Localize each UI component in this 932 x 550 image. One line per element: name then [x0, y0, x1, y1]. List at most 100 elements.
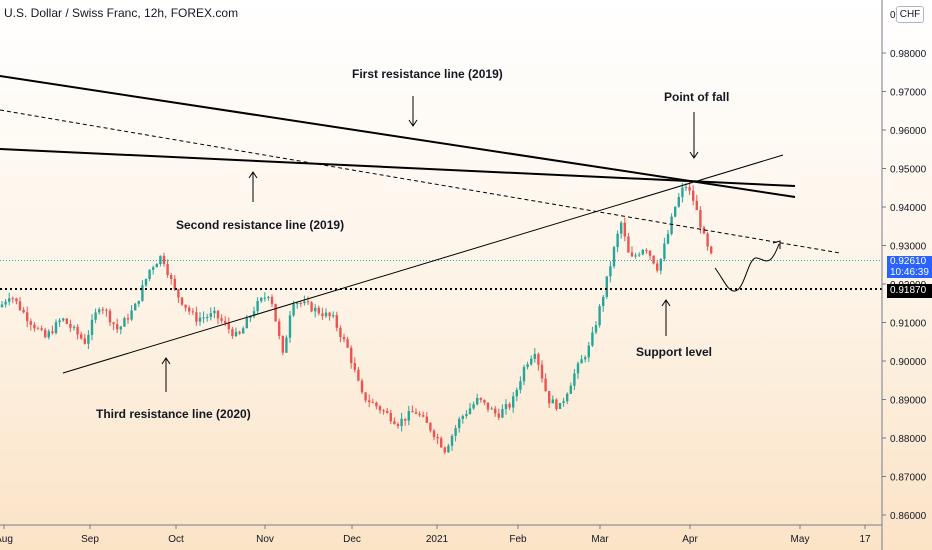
candles [0, 181, 713, 455]
candle-body [206, 317, 209, 319]
candle-body [666, 233, 670, 244]
candle-body [479, 397, 482, 400]
candle [155, 263, 158, 268]
candle [609, 261, 612, 283]
candle [270, 294, 274, 308]
candle [386, 407, 389, 414]
candle-body [339, 327, 342, 338]
candle [681, 183, 684, 203]
candle-body [11, 298, 14, 300]
candle-body [533, 353, 536, 359]
currency-badge[interactable]: CHF [896, 6, 924, 23]
arrow-head [161, 357, 171, 365]
x-tick-label: Sep [81, 534, 99, 545]
candle-body [177, 289, 180, 298]
candle [195, 306, 198, 326]
candle [166, 259, 169, 278]
candle [123, 316, 126, 327]
candle-body [512, 396, 515, 408]
y-tick-label: 0.89000 [890, 396, 927, 407]
x-tick-label: Mar [591, 534, 609, 545]
candle [530, 355, 533, 366]
candle-body [465, 413, 468, 417]
candle [357, 367, 360, 382]
candle-body [360, 380, 364, 393]
candle [623, 217, 626, 242]
candle [26, 306, 29, 328]
candle [695, 194, 698, 211]
dashed-trend-line [0, 109, 841, 254]
candle [206, 313, 209, 322]
chart-title: U.S. Dollar / Swiss Franc, 12h, FOREX.co… [4, 6, 239, 20]
candle [501, 404, 504, 419]
point-of-fall-arrow [689, 112, 699, 159]
candle-body [144, 278, 148, 286]
point-of-fall-label: Point of fall [664, 90, 730, 104]
candle-body [342, 337, 346, 340]
candle-body [249, 316, 252, 319]
candle [231, 326, 234, 339]
candle-body [641, 249, 644, 255]
candle [33, 322, 36, 332]
candle-body [389, 412, 392, 422]
candle-body [152, 267, 155, 270]
candle [306, 296, 310, 306]
candle-body [371, 402, 374, 404]
first-resistance-line [0, 75, 796, 198]
candle-body [270, 296, 274, 304]
candle [281, 335, 284, 356]
candle [22, 306, 25, 314]
candle-body [702, 227, 706, 234]
candle-body [58, 320, 61, 323]
third-resistance-arrow [161, 357, 171, 392]
candle [404, 418, 407, 426]
candle-body [65, 318, 68, 324]
candle-body [101, 309, 104, 311]
candle-body [504, 404, 508, 410]
candle [440, 436, 443, 448]
candle [263, 292, 266, 302]
candle [108, 308, 112, 327]
candle-body [357, 369, 360, 381]
candle [674, 206, 677, 218]
candle-body [112, 322, 115, 325]
candle-body [209, 313, 212, 318]
candle [296, 301, 299, 309]
arrow-head [689, 151, 699, 159]
candle [159, 255, 162, 267]
candle-body [425, 416, 428, 423]
candle [389, 409, 392, 425]
candle-body [69, 323, 72, 328]
candle [80, 331, 83, 340]
candle [375, 401, 378, 410]
candle [411, 405, 414, 413]
candle-body [576, 363, 580, 374]
candle [274, 303, 277, 322]
candle [314, 304, 317, 318]
candle [620, 220, 623, 239]
candle-body [386, 410, 389, 413]
candle [652, 255, 655, 265]
candle-body [656, 263, 659, 271]
candle [483, 399, 486, 405]
candle-body [652, 255, 655, 264]
candle-body [245, 318, 248, 329]
candle-body [706, 233, 709, 247]
candle-body [188, 307, 191, 312]
candle-body [72, 326, 76, 328]
candle [227, 317, 230, 334]
x-tick-label: May [791, 534, 810, 545]
candle [548, 391, 551, 408]
candle-body [281, 335, 284, 353]
candle-body [562, 401, 565, 403]
candle [180, 297, 184, 306]
y-tick-label: 0.93000 [890, 242, 927, 253]
candle [152, 265, 155, 275]
candle [310, 301, 313, 313]
candle-body [242, 328, 245, 334]
candle [364, 392, 367, 403]
candle-body [310, 302, 313, 312]
candle [58, 318, 61, 327]
candle-body [591, 332, 594, 346]
